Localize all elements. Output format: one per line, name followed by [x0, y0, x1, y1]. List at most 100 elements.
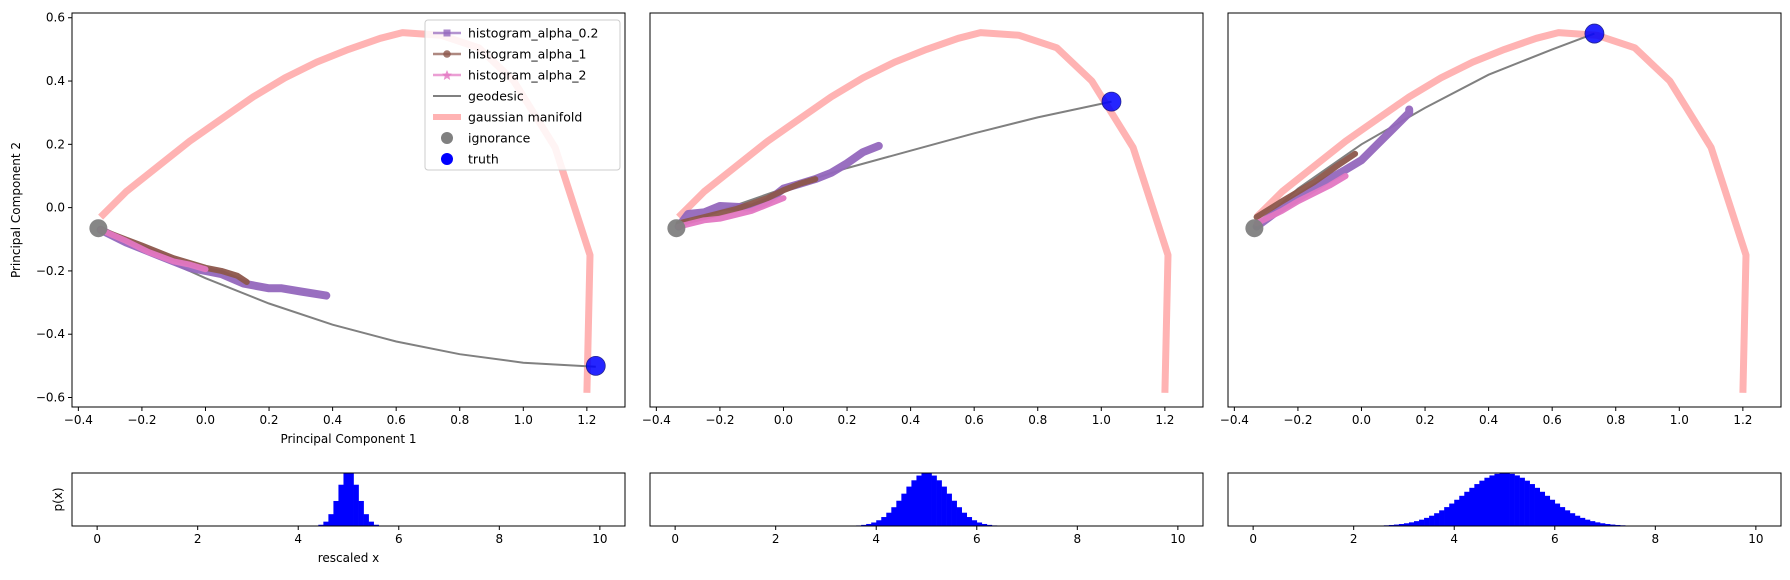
histogram-bar — [921, 473, 927, 526]
x-tick-label: −0.4 — [642, 413, 671, 427]
histogram-panels: 0 2 4 6 8 10 rescaled x p(x) 0 2 4 6 8 10 0 2 4 6 8 10 — [51, 472, 1782, 565]
truth-marker — [1584, 23, 1605, 44]
histogram-bar — [373, 524, 379, 526]
x-tick-label: −0.4 — [64, 413, 93, 427]
axes-frame — [1227, 472, 1782, 527]
x-tick-label: 0.6 — [965, 413, 984, 427]
series-line-histogram_alpha_2 — [97, 226, 209, 273]
x-tick-label: 1.0 — [514, 413, 533, 427]
histogram-bar — [1439, 510, 1445, 526]
histogram-bar — [896, 500, 902, 526]
histogram-bar — [951, 500, 957, 526]
histogram-bar — [936, 480, 942, 526]
histogram-bar — [1444, 507, 1450, 526]
histogram-bar — [901, 493, 907, 526]
x-tick-label: 0.6 — [387, 413, 406, 427]
gaussian-manifold-line — [1254, 29, 1750, 393]
histogram-bar — [1544, 495, 1551, 526]
histogram-bar — [1605, 524, 1611, 526]
histogram-bar — [966, 517, 973, 526]
legend-handle — [441, 153, 453, 165]
truth-marker — [585, 355, 606, 376]
histogram-bar — [941, 486, 947, 526]
histogram-bar — [1393, 524, 1400, 526]
x-tick-label: 2 — [772, 532, 780, 546]
legend-label: geodesic — [468, 89, 524, 104]
histogram-bar — [1464, 491, 1470, 526]
y-tick-label: −0.6 — [36, 391, 65, 405]
histogram-bar — [906, 486, 912, 526]
histogram-bar — [1494, 473, 1500, 526]
histogram-panel-3: 0 2 4 6 8 10 — [1227, 472, 1782, 546]
x-tick-label: 0.0 — [196, 413, 215, 427]
x-tick-label: 10 — [1170, 532, 1185, 546]
panel-2: −0.4 −0.2 0.0 0.2 0.4 0.6 0.8 1.0 1.2 — [642, 12, 1204, 427]
y-tick-label: 0.6 — [46, 11, 65, 25]
histogram-bar — [881, 517, 887, 526]
y-axis-label: Principal Component 2 — [9, 142, 23, 278]
truth-marker — [1101, 91, 1122, 112]
legend-label: histogram_alpha_1 — [468, 47, 586, 62]
scatter-panels: −0.4 −0.2 0.0 0.2 0.4 0.6 0.8 1.0 1.2 −0.6 −0.4 −0.… — [9, 11, 1782, 446]
x-tick-label: −0.4 — [1220, 413, 1249, 427]
legend-label: histogram_alpha_2 — [468, 68, 586, 83]
histogram-bar — [1424, 517, 1430, 526]
x-tick-label: 0.0 — [774, 413, 793, 427]
histogram-bar — [348, 473, 354, 526]
histogram-bar — [1594, 522, 1601, 526]
histogram-bar — [338, 484, 344, 526]
histogram-bar — [353, 484, 359, 526]
histogram-bar — [1574, 515, 1581, 526]
legend-label: truth — [468, 152, 499, 167]
y-tick-label: 0.4 — [46, 74, 65, 88]
x-tick-label: 0.4 — [323, 413, 342, 427]
histogram-bar — [358, 500, 364, 526]
geodesic-line — [97, 227, 596, 368]
histogram-bar — [946, 493, 952, 526]
histogram-bar — [911, 480, 917, 526]
panel-3: −0.4 −0.2 0.0 0.2 0.4 0.6 0.8 1.0 1.2 — [1220, 12, 1782, 427]
legend-label: gaussian manifold — [468, 110, 582, 125]
legend-box — [424, 19, 621, 171]
histogram-bar — [1584, 519, 1591, 526]
ignorance-marker — [89, 219, 108, 238]
histogram-bar — [1519, 477, 1525, 526]
histogram-bar — [971, 520, 978, 526]
histogram-bar — [1589, 521, 1596, 526]
histogram-bar — [1449, 503, 1455, 526]
x-tick-label: 0.8 — [450, 413, 469, 427]
series-line-histogram_alpha_1 — [675, 176, 819, 227]
histogram-bar — [886, 512, 892, 526]
histogram-bar — [1549, 499, 1556, 526]
histogram-bar — [1474, 484, 1480, 526]
x-tick-label: 4 — [1450, 532, 1458, 546]
ignorance-marker — [667, 219, 686, 238]
histogram-bar — [363, 514, 369, 526]
histogram-bar — [931, 475, 937, 526]
histogram-bar — [1615, 524, 1621, 526]
histogram-bar — [328, 514, 334, 526]
histogram-bar — [1514, 475, 1520, 526]
x-tick-label: 0.2 — [837, 413, 856, 427]
histogram-bar — [1509, 473, 1515, 526]
x-tick-label: 10 — [592, 532, 607, 546]
histogram-bar — [1534, 487, 1540, 526]
x-tick-label: 0 — [671, 532, 679, 546]
histogram-bar — [956, 507, 962, 526]
histogram-bar — [1454, 499, 1460, 526]
x-tick-label: 0 — [93, 532, 101, 546]
histogram-bar — [1569, 513, 1576, 526]
y-axis-label: p(x) — [51, 487, 65, 511]
x-tick-label: 8 — [1073, 532, 1081, 546]
plot-area — [1245, 23, 1750, 393]
x-tick-label: 0 — [1249, 532, 1257, 546]
histogram-panel-2: 0 2 4 6 8 10 — [649, 472, 1204, 546]
x-tick-label: 8 — [1651, 532, 1659, 546]
histogram-bar — [1529, 484, 1535, 526]
plot-area — [667, 29, 1172, 393]
x-tick-label: 1.2 — [1733, 413, 1752, 427]
histogram-bar — [961, 512, 968, 526]
histogram-bar — [318, 524, 324, 526]
histogram-bar — [1429, 515, 1435, 526]
